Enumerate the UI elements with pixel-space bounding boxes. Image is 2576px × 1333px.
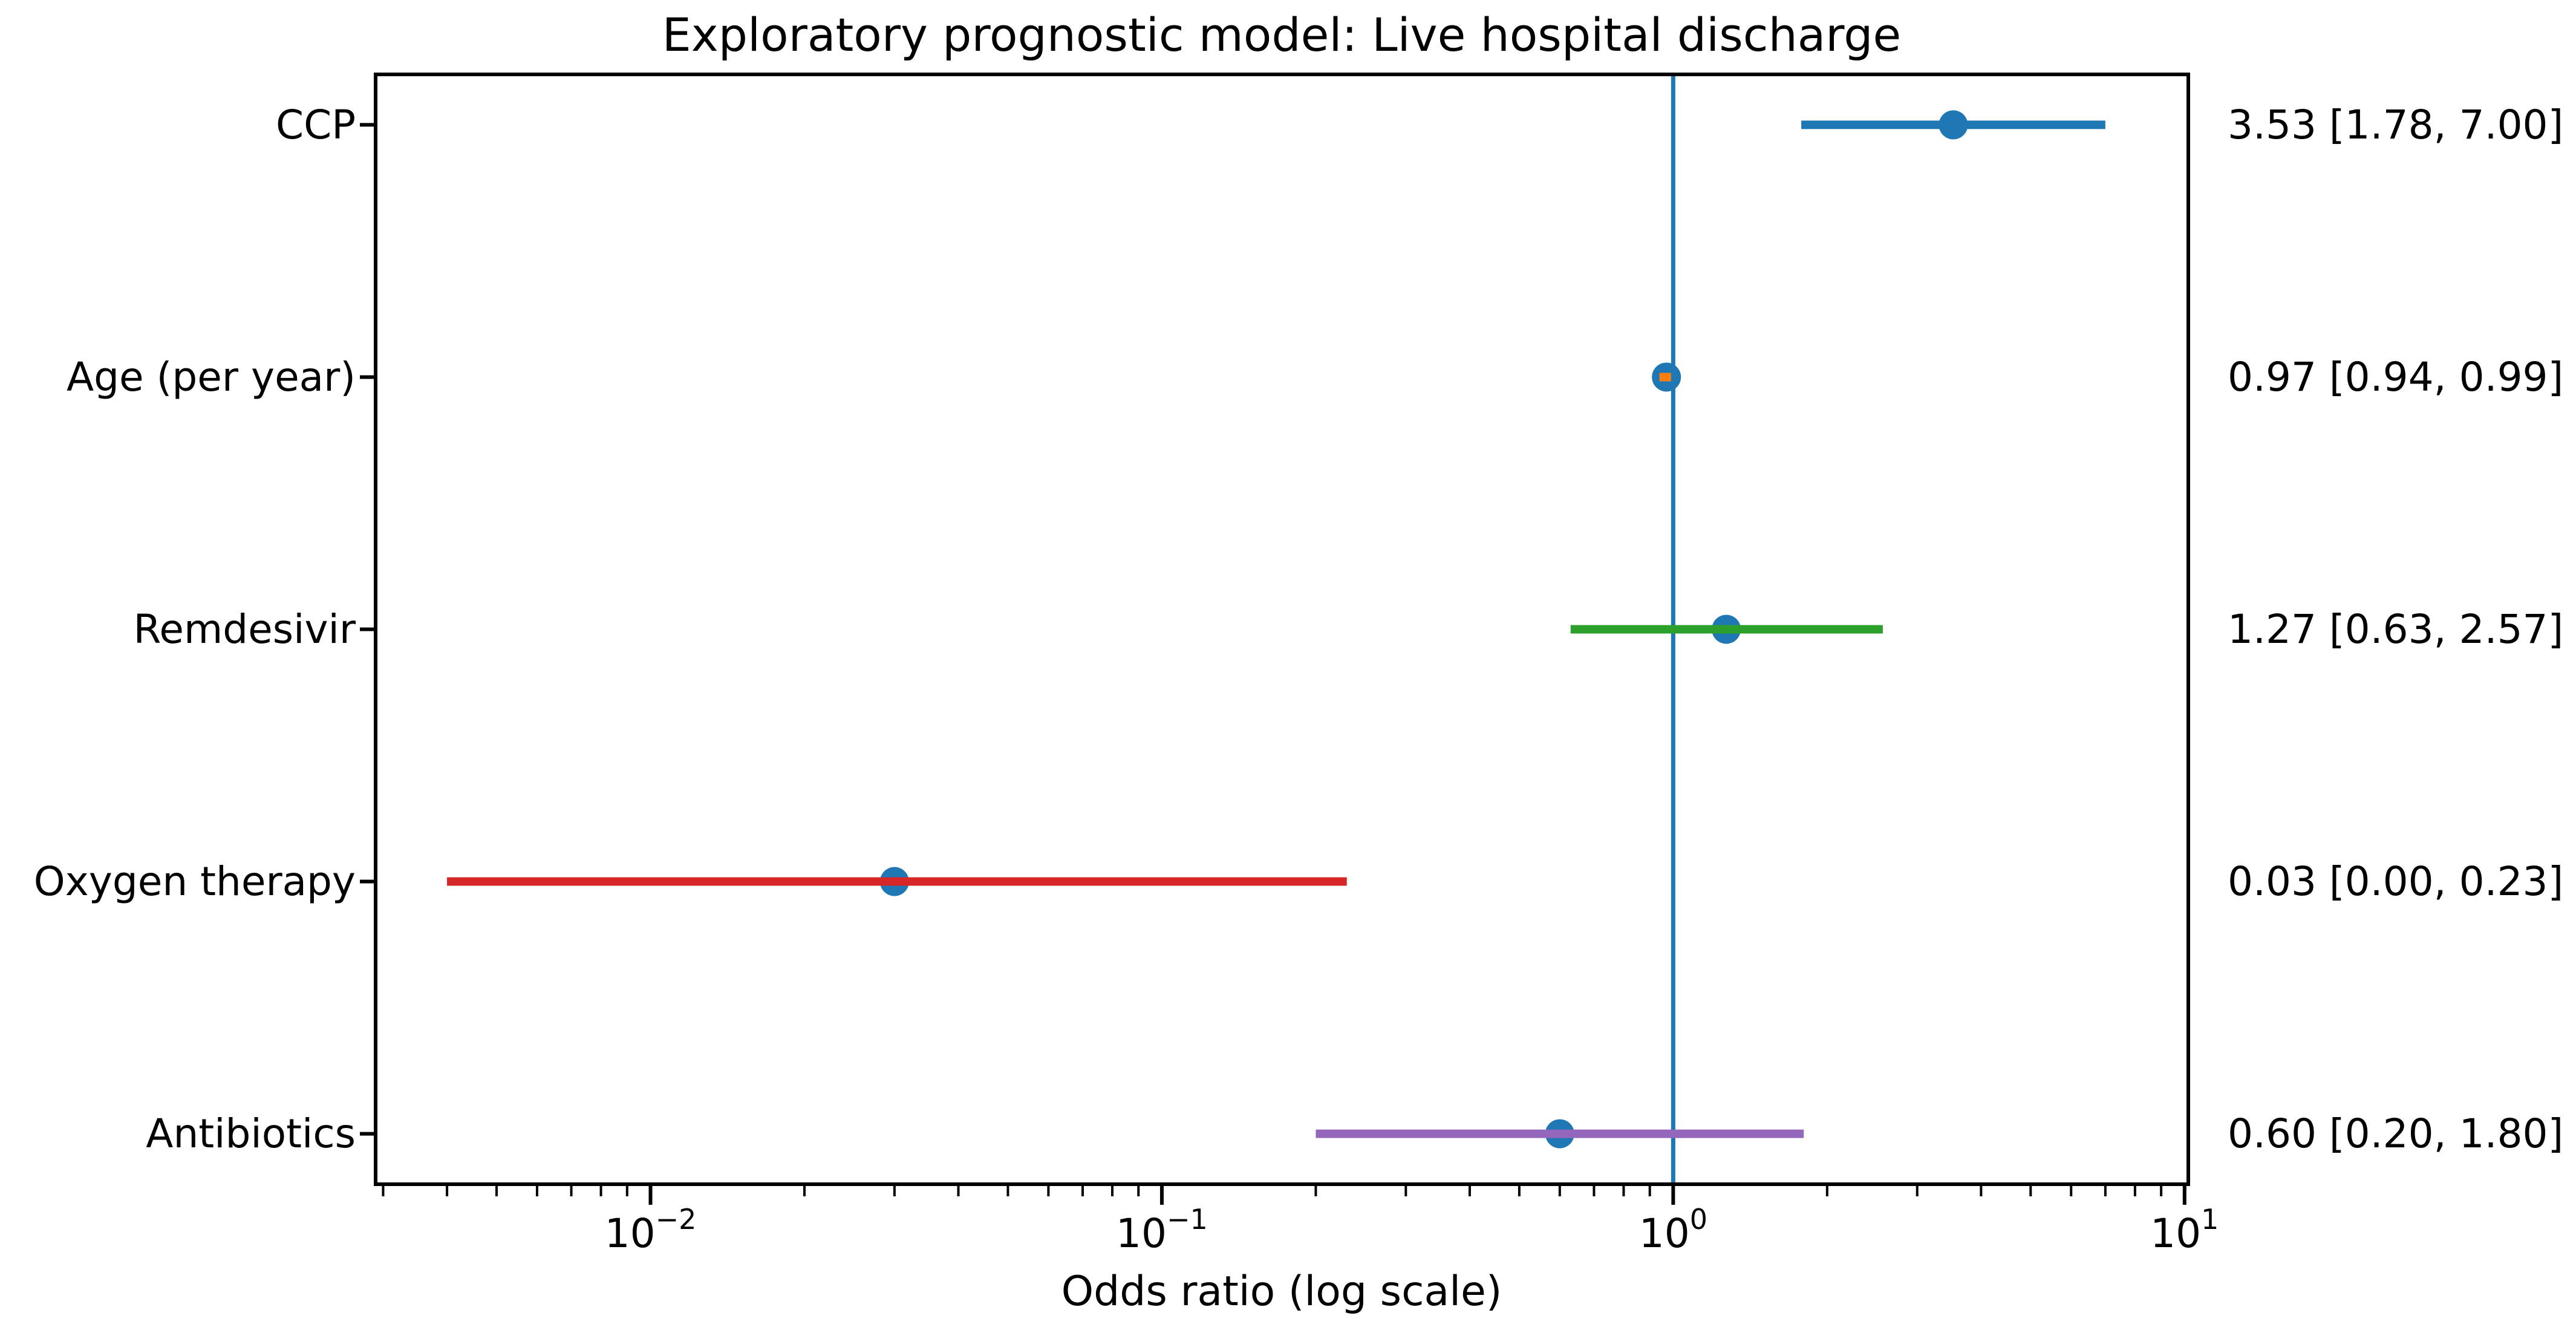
x-axis-major-ticks bbox=[648, 1184, 2186, 1205]
x-axis-minor-ticks bbox=[382, 1184, 2163, 1196]
x-axis-tick-labels: 10−2 10−1 100 101 bbox=[605, 1203, 2219, 1257]
y-axis-category-labels: CCP Age (per year) Remdesivir Oxygen therap… bbox=[34, 102, 356, 1157]
ci-line-layer bbox=[447, 120, 2105, 1138]
y-axis-category-label: CCP bbox=[276, 102, 356, 148]
odds-ratio-annotation: 0.97 [0.94, 0.99] bbox=[2228, 354, 2563, 400]
x-tick-label: 101 bbox=[2150, 1203, 2219, 1257]
axes-frame bbox=[374, 73, 2190, 1186]
y-axis-category-label: Age (per year) bbox=[67, 354, 356, 400]
axes-frame-layer bbox=[374, 73, 2190, 1186]
chart-title: Exploratory prognostic model: Live hospi… bbox=[662, 8, 1901, 62]
y-axis-category-label: Antibiotics bbox=[146, 1110, 356, 1157]
odds-ratio-annotations: 3.53 [1.78, 7.00] 0.97 [0.94, 0.99] 1.27 [… bbox=[2228, 102, 2563, 1157]
y-axis-ticks bbox=[360, 123, 376, 1136]
y-axis-category-label: Oxygen therapy bbox=[34, 858, 356, 905]
x-axis-label: Odds ratio (log scale) bbox=[1061, 1268, 1502, 1315]
odds-ratio-annotation: 0.60 [0.20, 1.80] bbox=[2228, 1110, 2563, 1157]
x-tick-label: 100 bbox=[1639, 1203, 1707, 1257]
odds-ratio-annotation: 0.03 [0.00, 0.23] bbox=[2228, 858, 2563, 905]
y-axis-category-label: Remdesivir bbox=[133, 606, 356, 653]
odds-ratio-annotation: 1.27 [0.63, 2.57] bbox=[2228, 606, 2563, 653]
x-tick-label: 10−1 bbox=[1116, 1203, 1208, 1257]
x-tick-label: 10−2 bbox=[605, 1203, 697, 1257]
odds-ratio-annotation: 3.53 [1.78, 7.00] bbox=[2228, 102, 2563, 148]
